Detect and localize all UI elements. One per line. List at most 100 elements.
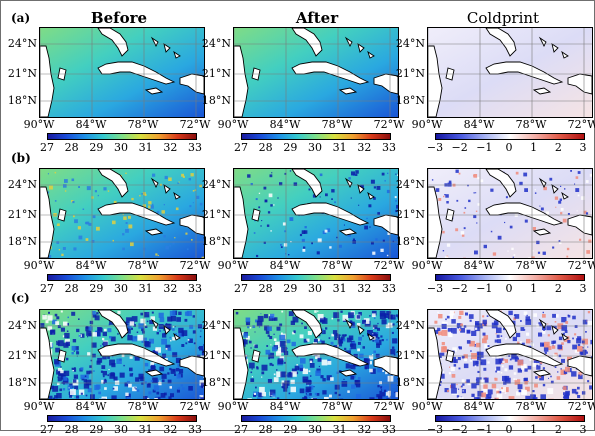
lat-tick-label: 21°N (391, 209, 425, 220)
colorbar-tick-label: 33 (378, 283, 400, 294)
colorbar-tick-label: 28 (61, 142, 83, 153)
map-panel-row3-col3 (427, 309, 593, 400)
map-panel-row2-col2 (233, 168, 399, 259)
colorbar (435, 274, 585, 281)
colorbar-tick-label: −2 (449, 424, 471, 435)
colorbar-tick-label: 30 (110, 142, 132, 153)
lat-tick-label: 21°N (3, 209, 37, 220)
lon-tick-label: 72°W (371, 401, 407, 412)
colorbar-tick-label: −1 (473, 424, 495, 435)
colorbar-tick-label: 3 (572, 142, 594, 153)
lat-tick-label: 24°N (391, 320, 425, 331)
lon-tick-label: 78°W (513, 401, 549, 412)
lon-tick-label: 90°W (21, 119, 57, 130)
colorbar-tick-label: 28 (255, 424, 277, 435)
colorbar-tick-label: 27 (230, 424, 252, 435)
colorbar-tick-label: 27 (36, 142, 58, 153)
lon-tick-label: 84°W (461, 401, 497, 412)
lon-tick-label: 90°W (409, 401, 445, 412)
colorbar-tick-label: 32 (159, 283, 181, 294)
colorbar-tick-label: −1 (473, 283, 495, 294)
lat-tick-label: 24°N (391, 38, 425, 49)
lat-tick-label: 18°N (3, 377, 37, 388)
colorbar-tick-label: 32 (159, 424, 181, 435)
row-label-a: (a) (11, 11, 30, 25)
lat-tick-label: 18°N (197, 377, 231, 388)
colorbar-tick-label: 30 (110, 424, 132, 435)
column-title-coldprint: Coldprint (443, 9, 563, 27)
colorbar-tick-label: 0 (498, 424, 520, 435)
lon-tick-label: 84°W (267, 401, 303, 412)
lon-tick-label: 90°W (215, 119, 251, 130)
lat-tick-label: 24°N (3, 320, 37, 331)
colorbar-tick-label: 31 (329, 283, 351, 294)
colorbar-tick-label: 33 (378, 142, 400, 153)
lat-tick-label: 18°N (197, 95, 231, 106)
colorbar-tick-label: 30 (110, 283, 132, 294)
lon-tick-label: 78°W (513, 119, 549, 130)
colorbar (241, 274, 391, 281)
colorbar-tick-label: 28 (255, 283, 277, 294)
colorbar-tick-label: 33 (184, 424, 206, 435)
colorbar-tick-label: 32 (353, 283, 375, 294)
lon-tick-label: 78°W (319, 119, 355, 130)
lon-tick-label: 72°W (371, 119, 407, 130)
lon-tick-label: 90°W (21, 401, 57, 412)
colorbar-tick-label: 1 (523, 283, 545, 294)
lat-tick-label: 21°N (197, 209, 231, 220)
column-title-after: After (257, 9, 377, 27)
colorbar-tick-label: 33 (378, 424, 400, 435)
lat-tick-label: 18°N (391, 377, 425, 388)
colorbar (47, 274, 197, 281)
colorbar (241, 133, 391, 140)
colorbar-tick-label: 29 (85, 424, 107, 435)
lon-tick-label: 72°W (565, 119, 595, 130)
colorbar-tick-label: 3 (572, 424, 594, 435)
lat-tick-label: 18°N (3, 95, 37, 106)
map-panel-row1-col3 (427, 27, 593, 118)
colorbar-tick-label: 28 (255, 142, 277, 153)
colorbar (435, 133, 585, 140)
colorbar-tick-label: 0 (498, 283, 520, 294)
lat-tick-label: 24°N (391, 179, 425, 190)
colorbar-tick-label: 1 (523, 142, 545, 153)
colorbar-tick-label: −3 (424, 142, 446, 153)
colorbar-tick-label: −3 (424, 283, 446, 294)
colorbar-tick-label: 31 (329, 424, 351, 435)
colorbar-tick-label: 0 (498, 142, 520, 153)
colorbar-tick-label: 31 (135, 142, 157, 153)
colorbar-tick-label: −3 (424, 424, 446, 435)
colorbar-tick-label: 33 (184, 283, 206, 294)
lon-tick-label: 78°W (125, 401, 161, 412)
lat-tick-label: 18°N (391, 236, 425, 247)
colorbar-tick-label: 32 (353, 142, 375, 153)
lat-tick-label: 24°N (197, 179, 231, 190)
colorbar (47, 133, 197, 140)
colorbar-tick-label: −1 (473, 142, 495, 153)
map-panel-row1-col1 (39, 27, 205, 118)
colorbar-tick-label: 3 (572, 283, 594, 294)
colorbar-tick-label: −2 (449, 283, 471, 294)
lon-tick-label: 90°W (409, 260, 445, 271)
map-panel-row3-col1 (39, 309, 205, 400)
lon-tick-label: 84°W (73, 401, 109, 412)
column-title-before: Before (59, 9, 179, 27)
lon-tick-label: 72°W (177, 260, 213, 271)
lon-tick-label: 90°W (215, 260, 251, 271)
lon-tick-label: 78°W (319, 260, 355, 271)
lat-tick-label: 21°N (391, 350, 425, 361)
colorbar-tick-label: 32 (353, 424, 375, 435)
map-panel-row3-col2 (233, 309, 399, 400)
map-panel-row2-col1 (39, 168, 205, 259)
colorbar (47, 415, 197, 422)
colorbar-tick-label: 2 (547, 283, 569, 294)
lon-tick-label: 90°W (215, 401, 251, 412)
colorbar-tick-label: 28 (61, 283, 83, 294)
colorbar (435, 415, 585, 422)
lon-tick-label: 84°W (461, 119, 497, 130)
lon-tick-label: 78°W (319, 401, 355, 412)
lat-tick-label: 21°N (3, 68, 37, 79)
colorbar-tick-label: 31 (135, 424, 157, 435)
row-label-b: (b) (11, 151, 31, 165)
